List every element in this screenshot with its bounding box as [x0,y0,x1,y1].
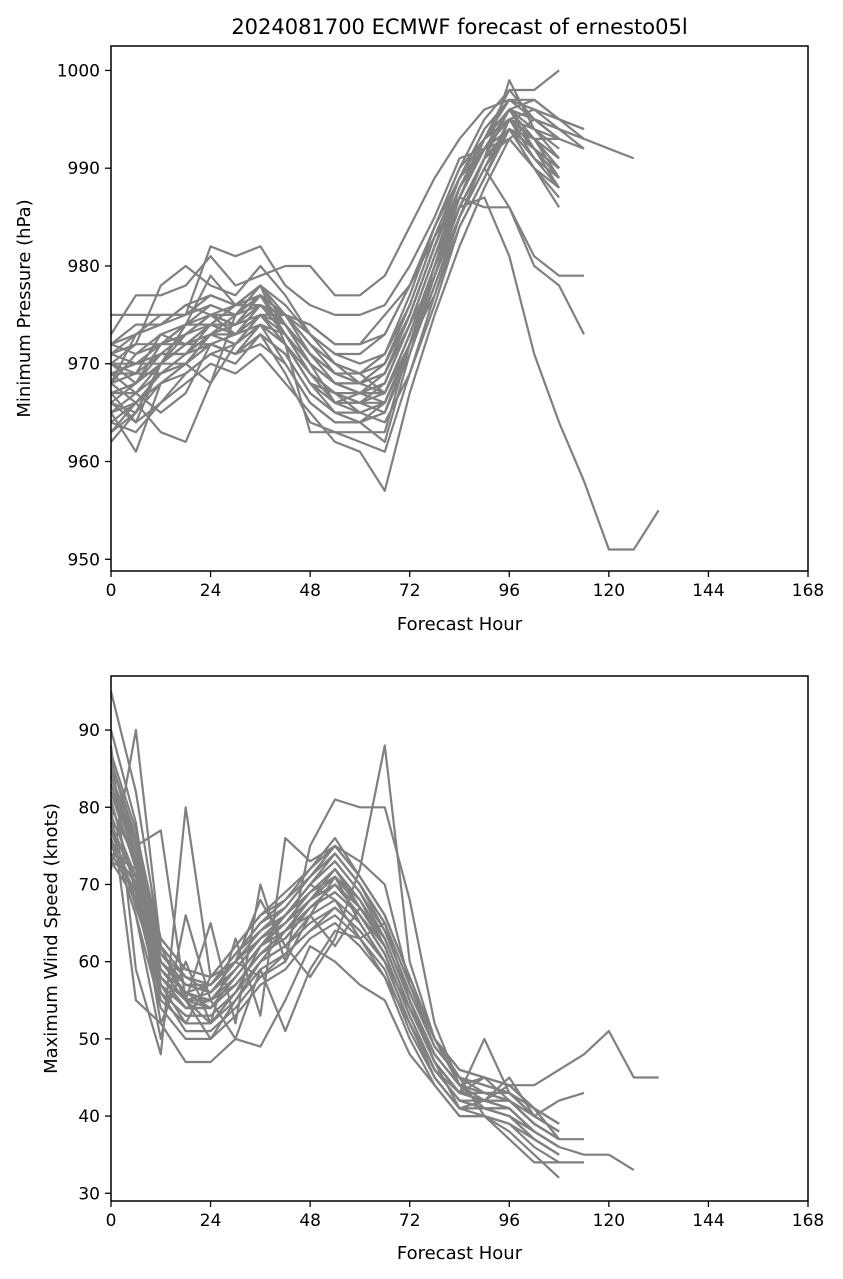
pressure-x-tick-label: 96 [498,581,520,601]
wind-series-line-29 [110,845,560,1148]
wind-series-line-21 [109,837,560,1164]
wind-x-tick-label: 144 [692,1211,724,1231]
wind-y-tick-label: 80 [78,798,100,818]
wind-x-tick-label: 24 [200,1211,222,1231]
pressure-x-tick-label: 48 [299,581,321,601]
wind-series-line-26 [109,760,560,1133]
wind-x-tick-label: 120 [593,1211,625,1231]
pressure-x-axis-label: Forecast Hour [397,614,523,635]
pressure-x-tick-label: 0 [106,581,117,601]
wind-x-axis-label: Forecast Hour [397,1243,523,1264]
pressure-series-line-29 [110,69,560,365]
pressure-y-ticks: 950 960 970 980 990 1000 [57,61,111,570]
pressure-x-ticks: 0 24 48 72 96 120 144 168 [106,571,824,601]
wind-y-tick-label: 50 [78,1030,100,1050]
wind-y-tick-label: 70 [78,875,100,895]
pressure-y-tick-label: 1000 [57,61,100,81]
pressure-series-line-33 [110,79,560,414]
pressure-y-tick-label: 980 [68,257,100,277]
pressure-x-tick-label: 72 [399,581,421,601]
wind-x-ticks: 0 24 48 72 96 120 144 168 [106,1201,824,1231]
wind-y-tick-label: 90 [78,721,100,741]
pressure-x-tick-label: 144 [692,581,724,601]
wind-x-tick-label: 48 [299,1211,321,1231]
pressure-series-line-28 [110,128,560,434]
wind-series-line-24 [110,806,560,1141]
wind-y-axis-label: Maximum Wind Speed (knots) [41,803,62,1074]
pressure-y-tick-label: 950 [68,550,100,570]
wind-y-tick-label: 60 [78,953,100,973]
wind-series-group [109,691,659,1179]
pressure-y-axis-label: Minimum Pressure (hPa) [14,199,35,417]
pressure-x-tick-label: 168 [792,581,824,601]
wind-y-tick-label: 30 [78,1184,100,1204]
wind-x-tick-label: 168 [792,1211,824,1231]
pressure-chart-title: 2024081700 ECMWF forecast of ernesto05l [231,15,687,39]
wind-series-line-30 [109,775,560,1125]
pressure-y-tick-label: 970 [68,355,100,375]
pressure-y-tick-label: 990 [68,159,100,179]
pressure-panel: 2024081700 ECMWF forecast of ernesto05l … [14,15,824,635]
pressure-x-tick-label: 24 [200,581,222,601]
pressure-series-line-8 [110,137,561,492]
wind-plot-frame [110,675,809,1202]
pressure-y-tick-label: 960 [68,453,100,473]
wind-series-line-28 [109,791,560,1148]
wind-series-line-4 [109,776,585,1118]
pressure-series-group [110,69,660,551]
pressure-x-tick-label: 120 [593,581,625,601]
wind-x-tick-label: 0 [106,1211,117,1231]
pressure-plot-frame [110,45,809,572]
wind-y-ticks: 30 40 50 60 70 80 90 [78,721,111,1204]
wind-panel: 0 24 48 72 96 120 144 168 30 40 50 60 70 80 90 Foreca… [41,675,824,1264]
pressure-series-line-34 [110,118,560,385]
wind-x-tick-label: 96 [498,1211,520,1231]
wind-y-tick-label: 40 [78,1107,100,1127]
wind-x-tick-label: 72 [399,1211,421,1231]
